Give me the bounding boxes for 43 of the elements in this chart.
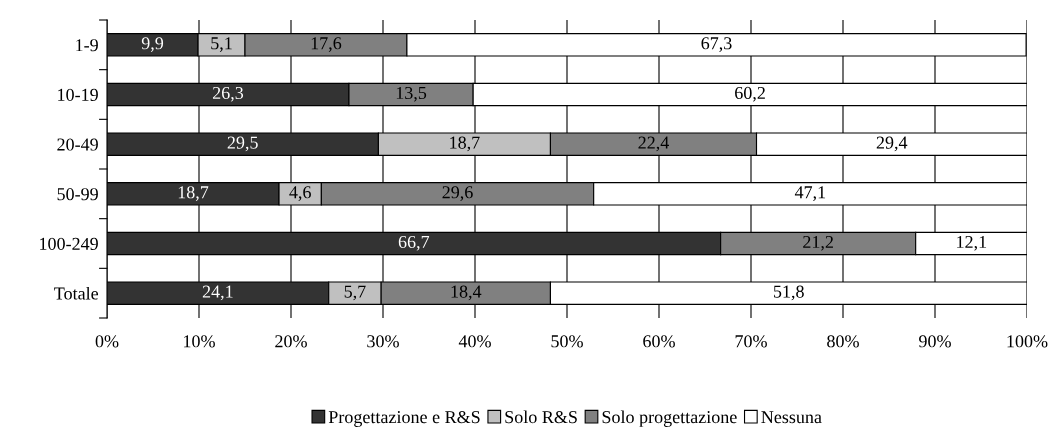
- y-tick-label: 10-19: [58, 88, 98, 101]
- x-tick-label: 50%: [551, 335, 583, 348]
- x-tick-label: 10%: [184, 335, 215, 348]
- legend-label: Nessuna: [761, 411, 822, 424]
- y-tick-label: 50-99: [57, 188, 98, 201]
- data-label: 29,5: [227, 136, 258, 152]
- data-label: 24,1: [202, 285, 233, 301]
- data-label: 5,7: [344, 285, 366, 301]
- y-tick-label: 20-49: [57, 138, 98, 151]
- x-tick-label: 60%: [643, 335, 675, 348]
- legend-label: Progettazione e R&S: [328, 411, 480, 427]
- x-tick-label: 20%: [275, 335, 307, 348]
- x-tick-label: 70%: [735, 335, 767, 348]
- y-tick-label: Totale: [54, 286, 99, 300]
- x-tick-label: 100%: [1007, 335, 1048, 348]
- y-tick-label: 1-9: [76, 39, 98, 52]
- data-label: 17,6: [311, 37, 342, 52]
- data-label: 26,3: [212, 86, 244, 102]
- data-label: 4,6: [289, 186, 311, 201]
- data-label: 18,4: [451, 285, 482, 301]
- x-tick-label: 40%: [458, 335, 491, 348]
- data-label: 18,7: [450, 136, 480, 152]
- y-tick-label: 100-249: [40, 237, 98, 250]
- data-label: 21,2: [803, 235, 833, 251]
- data-label: 5,1: [211, 37, 232, 52]
- x-tick-label: 90%: [919, 335, 951, 348]
- data-label: 18,7: [178, 186, 209, 201]
- x-tick-label: 0%: [95, 335, 119, 348]
- data-label: 13,5: [396, 86, 427, 102]
- data-label: 29,6: [442, 186, 473, 201]
- data-label: 67,3: [701, 37, 732, 52]
- legend-label: Solo R&S: [505, 410, 577, 424]
- x-tick-label: 30%: [367, 335, 399, 348]
- data-label: 51,8: [773, 285, 804, 301]
- data-label: 22,4: [638, 136, 669, 152]
- data-label: 12,1: [957, 235, 987, 251]
- data-label: 60,2: [735, 86, 765, 102]
- data-label: 29,4: [876, 136, 908, 152]
- x-tick-label: 80%: [827, 335, 859, 348]
- data-label: 9,9: [141, 37, 164, 52]
- data-label: 66,7: [398, 235, 430, 251]
- legend-label: Solo progettazione: [602, 410, 737, 427]
- data-label: 47,1: [794, 186, 826, 201]
